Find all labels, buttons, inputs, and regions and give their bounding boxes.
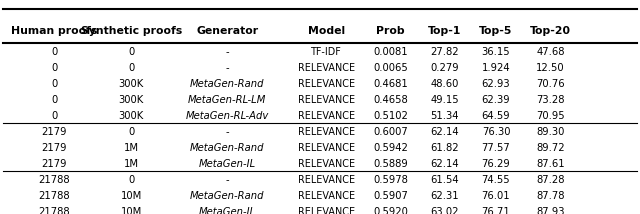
Text: 0: 0	[51, 95, 58, 105]
Text: Generator: Generator	[196, 26, 259, 36]
Text: 77.57: 77.57	[482, 143, 510, 153]
Text: 2179: 2179	[42, 127, 67, 137]
Text: MetaGen-IL: MetaGen-IL	[198, 207, 256, 214]
Text: 0.5942: 0.5942	[373, 143, 408, 153]
Text: 0.279: 0.279	[431, 63, 459, 73]
Text: 0.5920: 0.5920	[373, 207, 408, 214]
Text: 0.0081: 0.0081	[373, 47, 408, 57]
Text: 0.5102: 0.5102	[373, 111, 408, 121]
Text: RELEVANCE: RELEVANCE	[298, 159, 355, 169]
Text: 300K: 300K	[118, 111, 144, 121]
Text: 74.55: 74.55	[482, 175, 510, 185]
Text: 0: 0	[51, 63, 58, 73]
Text: 300K: 300K	[118, 95, 144, 105]
Text: MetaGen-IL: MetaGen-IL	[198, 159, 256, 169]
Text: 0: 0	[128, 63, 134, 73]
Text: 47.68: 47.68	[536, 47, 564, 57]
Text: 70.76: 70.76	[536, 79, 564, 89]
Text: 36.15: 36.15	[482, 47, 510, 57]
Text: 62.14: 62.14	[431, 159, 459, 169]
Text: 0: 0	[51, 79, 58, 89]
Text: 10M: 10M	[120, 191, 142, 201]
Text: 2179: 2179	[42, 159, 67, 169]
Text: 76.01: 76.01	[482, 191, 510, 201]
Text: 87.78: 87.78	[536, 191, 564, 201]
Text: 61.54: 61.54	[431, 175, 459, 185]
Text: 0.0065: 0.0065	[373, 63, 408, 73]
Text: 70.95: 70.95	[536, 111, 564, 121]
Text: 21788: 21788	[38, 175, 70, 185]
Text: Top-5: Top-5	[479, 26, 513, 36]
Text: RELEVANCE: RELEVANCE	[298, 111, 355, 121]
Text: MetaGen-Rand: MetaGen-Rand	[190, 79, 264, 89]
Text: 0: 0	[51, 111, 58, 121]
Text: Model: Model	[308, 26, 345, 36]
Text: RELEVANCE: RELEVANCE	[298, 95, 355, 105]
Text: 89.72: 89.72	[536, 143, 564, 153]
Text: 87.28: 87.28	[536, 175, 564, 185]
Text: 0: 0	[51, 47, 58, 57]
Text: 0.5907: 0.5907	[373, 191, 408, 201]
Text: 1.924: 1.924	[482, 63, 510, 73]
Text: 76.71: 76.71	[482, 207, 510, 214]
Text: Prob: Prob	[376, 26, 404, 36]
Text: 21788: 21788	[38, 191, 70, 201]
Text: MetaGen-Rand: MetaGen-Rand	[190, 143, 264, 153]
Text: RELEVANCE: RELEVANCE	[298, 191, 355, 201]
Text: -: -	[225, 175, 229, 185]
Text: 27.82: 27.82	[431, 47, 459, 57]
Text: 49.15: 49.15	[431, 95, 459, 105]
Text: TF-IDF: TF-IDF	[311, 47, 342, 57]
Text: RELEVANCE: RELEVANCE	[298, 207, 355, 214]
Text: 0.4658: 0.4658	[373, 95, 408, 105]
Text: Top-1: Top-1	[428, 26, 461, 36]
Text: 300K: 300K	[118, 79, 144, 89]
Text: 62.31: 62.31	[431, 191, 459, 201]
Text: 48.60: 48.60	[431, 79, 459, 89]
Text: 1M: 1M	[124, 143, 139, 153]
Text: 51.34: 51.34	[431, 111, 459, 121]
Text: 0.5978: 0.5978	[373, 175, 408, 185]
Text: Human proofs: Human proofs	[12, 26, 97, 36]
Text: 0: 0	[128, 175, 134, 185]
Text: 87.61: 87.61	[536, 159, 564, 169]
Text: 73.28: 73.28	[536, 95, 564, 105]
Text: Synthetic proofs: Synthetic proofs	[81, 26, 182, 36]
Text: 10M: 10M	[120, 207, 142, 214]
Text: MetaGen-Rand: MetaGen-Rand	[190, 191, 264, 201]
Text: 62.93: 62.93	[482, 79, 510, 89]
Text: -: -	[225, 47, 229, 57]
Text: 0: 0	[128, 47, 134, 57]
Text: 0.4681: 0.4681	[373, 79, 408, 89]
Text: 21788: 21788	[38, 207, 70, 214]
Text: RELEVANCE: RELEVANCE	[298, 79, 355, 89]
Text: MetaGen-RL-Adv: MetaGen-RL-Adv	[186, 111, 269, 121]
Text: 61.82: 61.82	[431, 143, 459, 153]
Text: 64.59: 64.59	[482, 111, 510, 121]
Text: RELEVANCE: RELEVANCE	[298, 63, 355, 73]
Text: 87.93: 87.93	[536, 207, 564, 214]
Text: 0: 0	[128, 127, 134, 137]
Text: RELEVANCE: RELEVANCE	[298, 175, 355, 185]
Text: RELEVANCE: RELEVANCE	[298, 143, 355, 153]
Text: -: -	[225, 127, 229, 137]
Text: RELEVANCE: RELEVANCE	[298, 127, 355, 137]
Text: 63.02: 63.02	[431, 207, 459, 214]
Text: 0.6007: 0.6007	[373, 127, 408, 137]
Text: 1M: 1M	[124, 159, 139, 169]
Text: 62.39: 62.39	[482, 95, 510, 105]
Text: 12.50: 12.50	[536, 63, 564, 73]
Text: MetaGen-RL-LM: MetaGen-RL-LM	[188, 95, 266, 105]
Text: Top-20: Top-20	[530, 26, 571, 36]
Text: -: -	[225, 63, 229, 73]
Text: 62.14: 62.14	[431, 127, 459, 137]
Text: 0.5889: 0.5889	[373, 159, 408, 169]
Text: 76.29: 76.29	[482, 159, 510, 169]
Text: 89.30: 89.30	[536, 127, 564, 137]
Text: 2179: 2179	[42, 143, 67, 153]
Text: 76.30: 76.30	[482, 127, 510, 137]
